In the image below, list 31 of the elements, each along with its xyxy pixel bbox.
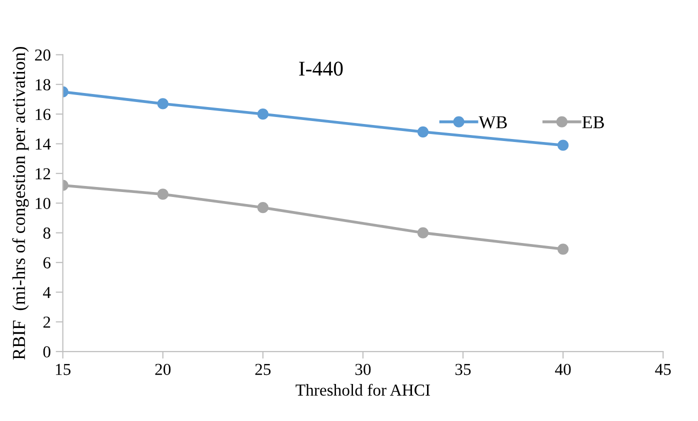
y-tick-label: 8	[43, 228, 50, 239]
x-tick-label: 35	[455, 364, 471, 376]
y-tick-label: 20	[35, 49, 50, 61]
x-tick-label: 30	[355, 364, 371, 376]
y-tick-label: 14	[36, 138, 51, 150]
y-axis-title: RBIF (mi-hrs of congestion per activation)	[12, 46, 29, 360]
y-tick-label: 18	[36, 79, 50, 90]
x-tick-label: 20	[155, 364, 171, 376]
point	[157, 98, 168, 110]
y-tick-label: 0	[43, 346, 50, 358]
chart-title: I-440	[299, 62, 343, 76]
x-tick-label: 45	[655, 364, 671, 376]
point	[157, 188, 168, 200]
x-axis-title: Threshold for AHCI	[296, 384, 430, 396]
y-tick-label: 12	[36, 168, 50, 180]
y-tick-label: 6	[43, 257, 51, 268]
legend-label: EB	[582, 116, 604, 128]
point	[557, 140, 569, 151]
x-tick-label: 25	[255, 364, 271, 376]
x-tick-label: 40	[555, 364, 571, 376]
point	[257, 202, 268, 214]
x-tick-label: 15	[56, 364, 70, 376]
y-tick-label: 10	[36, 198, 50, 210]
y-tick-label: 4	[43, 286, 51, 298]
y-tick-label: 16	[36, 108, 51, 120]
y-tick-label: 2	[43, 316, 50, 328]
point	[417, 227, 429, 238]
point	[557, 244, 569, 255]
point	[417, 126, 429, 138]
point	[257, 108, 268, 120]
legend-label: WB	[478, 116, 507, 128]
